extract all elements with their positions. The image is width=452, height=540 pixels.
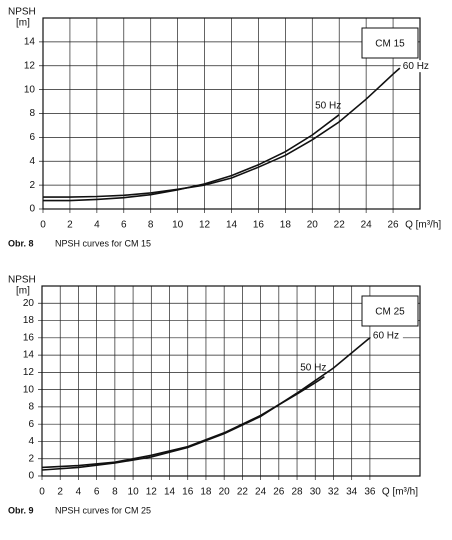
- y-tick-label: 0: [28, 471, 34, 482]
- model-label: CM 15: [375, 39, 405, 50]
- x-tick-label: 4: [76, 487, 82, 498]
- y-axis-label: NPSH: [8, 7, 36, 18]
- x-tick-label: 28: [291, 487, 303, 498]
- y-tick-label: 20: [23, 298, 35, 309]
- x-tick-label: 6: [94, 487, 100, 498]
- x-tick-label: 2: [67, 220, 73, 231]
- caption: NPSH curves for CM 25: [55, 505, 151, 515]
- x-tick-label: 16: [253, 220, 265, 231]
- label-bg: [370, 329, 403, 342]
- npsh-curve: [41, 376, 325, 469]
- x-tick-label: 14: [226, 220, 238, 231]
- y-tick-label: 12: [24, 60, 36, 71]
- x-axis-label: Q [m³/h]: [405, 220, 441, 231]
- x-tick-label: 24: [361, 220, 373, 231]
- y-tick-label: 6: [29, 132, 35, 143]
- y-tick-label: 10: [24, 84, 36, 95]
- x-tick-label: 2: [57, 487, 63, 498]
- y-tick-label: 2: [29, 180, 35, 191]
- series-label: 50 Hz: [315, 100, 341, 111]
- x-tick-label: 32: [328, 487, 340, 498]
- label-bg: [400, 60, 433, 73]
- y-tick-label: 6: [28, 419, 34, 430]
- y-tick-label: 8: [28, 402, 34, 413]
- npsh-curve: [43, 67, 401, 198]
- x-tick-label: 0: [40, 220, 46, 231]
- npsh-curve: [41, 337, 371, 471]
- y-tick-label: 14: [24, 37, 36, 48]
- model-label: CM 25: [375, 307, 405, 318]
- y-tick-label: 0: [29, 204, 35, 215]
- x-tick-label: 6: [121, 220, 127, 231]
- series-label: 60 Hz: [403, 61, 429, 72]
- caption-label: Obr. 9: [8, 505, 34, 515]
- y-tick-label: 18: [23, 315, 35, 326]
- x-tick-label: 22: [237, 487, 249, 498]
- y-axis-unit: [m]: [16, 286, 30, 297]
- x-tick-label: 36: [364, 487, 376, 498]
- x-axis-label: Q [m³/h]: [382, 487, 418, 498]
- x-tick-label: 0: [39, 487, 45, 498]
- y-tick-label: 4: [28, 436, 34, 447]
- y-tick-label: 4: [29, 156, 35, 167]
- y-tick-label: 8: [29, 108, 35, 119]
- x-tick-label: 16: [182, 487, 194, 498]
- y-tick-label: 14: [23, 350, 35, 361]
- y-tick-label: 2: [28, 453, 34, 464]
- x-tick-label: 18: [280, 220, 292, 231]
- x-tick-label: 22: [334, 220, 346, 231]
- x-tick-label: 24: [255, 487, 267, 498]
- y-tick-label: 16: [23, 332, 35, 343]
- x-tick-label: 20: [219, 487, 231, 498]
- x-tick-label: 14: [164, 487, 176, 498]
- plot-frame: [42, 17, 421, 210]
- series-label: 50 Hz: [300, 362, 326, 373]
- x-tick-label: 8: [148, 220, 154, 231]
- caption: NPSH curves for CM 15: [55, 238, 151, 248]
- model-box: [361, 295, 419, 327]
- x-tick-label: 26: [273, 487, 285, 498]
- y-axis-label: NPSH: [8, 275, 36, 286]
- y-axis-unit: [m]: [16, 18, 30, 29]
- x-tick-label: 30: [310, 487, 322, 498]
- y-tick-label: 10: [23, 384, 35, 395]
- plot-frame: [41, 285, 421, 477]
- x-tick-label: 10: [172, 220, 184, 231]
- x-tick-label: 20: [307, 220, 319, 231]
- x-tick-label: 8: [112, 487, 118, 498]
- x-tick-label: 12: [199, 220, 211, 231]
- caption-label: Obr. 8: [8, 238, 34, 248]
- y-tick-label: 12: [23, 367, 35, 378]
- x-tick-label: 12: [146, 487, 158, 498]
- series-label: 60 Hz: [373, 330, 399, 341]
- x-tick-label: 4: [94, 220, 100, 231]
- model-box: [361, 27, 419, 59]
- x-tick-label: 18: [200, 487, 212, 498]
- x-tick-label: 34: [346, 487, 358, 498]
- x-tick-label: 26: [388, 220, 400, 231]
- x-tick-label: 10: [128, 487, 140, 498]
